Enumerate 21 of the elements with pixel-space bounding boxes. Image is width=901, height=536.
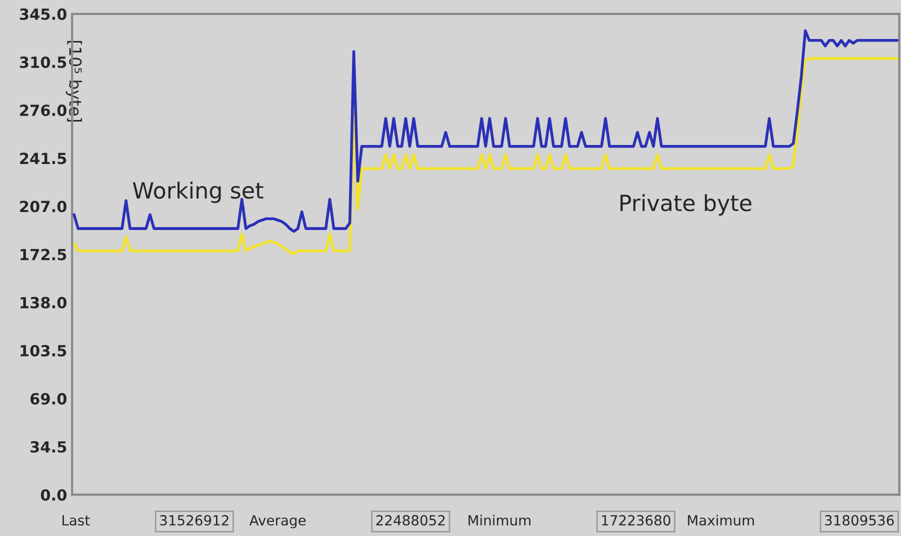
y-tick-label: 310.5 bbox=[20, 56, 66, 68]
y-tick-label: 34.5 bbox=[30, 441, 66, 453]
text: 31526912 bbox=[160, 515, 228, 526]
text: 31809536 bbox=[825, 515, 894, 526]
y-tick-label: 207.0 bbox=[20, 200, 66, 212]
y-tick-label: 69.0 bbox=[30, 393, 66, 405]
y-tick-label: 172.5 bbox=[20, 248, 66, 260]
text: Minimum bbox=[468, 514, 530, 526]
y-tick-label: 138.0 bbox=[20, 296, 66, 308]
y-tick-label: 276.0 bbox=[20, 104, 66, 116]
y-tick-label: 103.5 bbox=[20, 344, 66, 357]
annotation: Private byte bbox=[620, 194, 752, 216]
y-tick-label: 241.5 bbox=[20, 152, 66, 164]
text: Maximum bbox=[688, 514, 754, 526]
text: 17223680 bbox=[602, 515, 670, 526]
y-tick-label: 0.0 bbox=[40, 489, 66, 501]
annotation: Working set bbox=[132, 182, 264, 204]
text: 22488052 bbox=[376, 515, 445, 526]
text: Last bbox=[62, 515, 90, 526]
text: Average bbox=[249, 515, 306, 528]
y-tick-label: 345.0 bbox=[20, 8, 66, 20]
